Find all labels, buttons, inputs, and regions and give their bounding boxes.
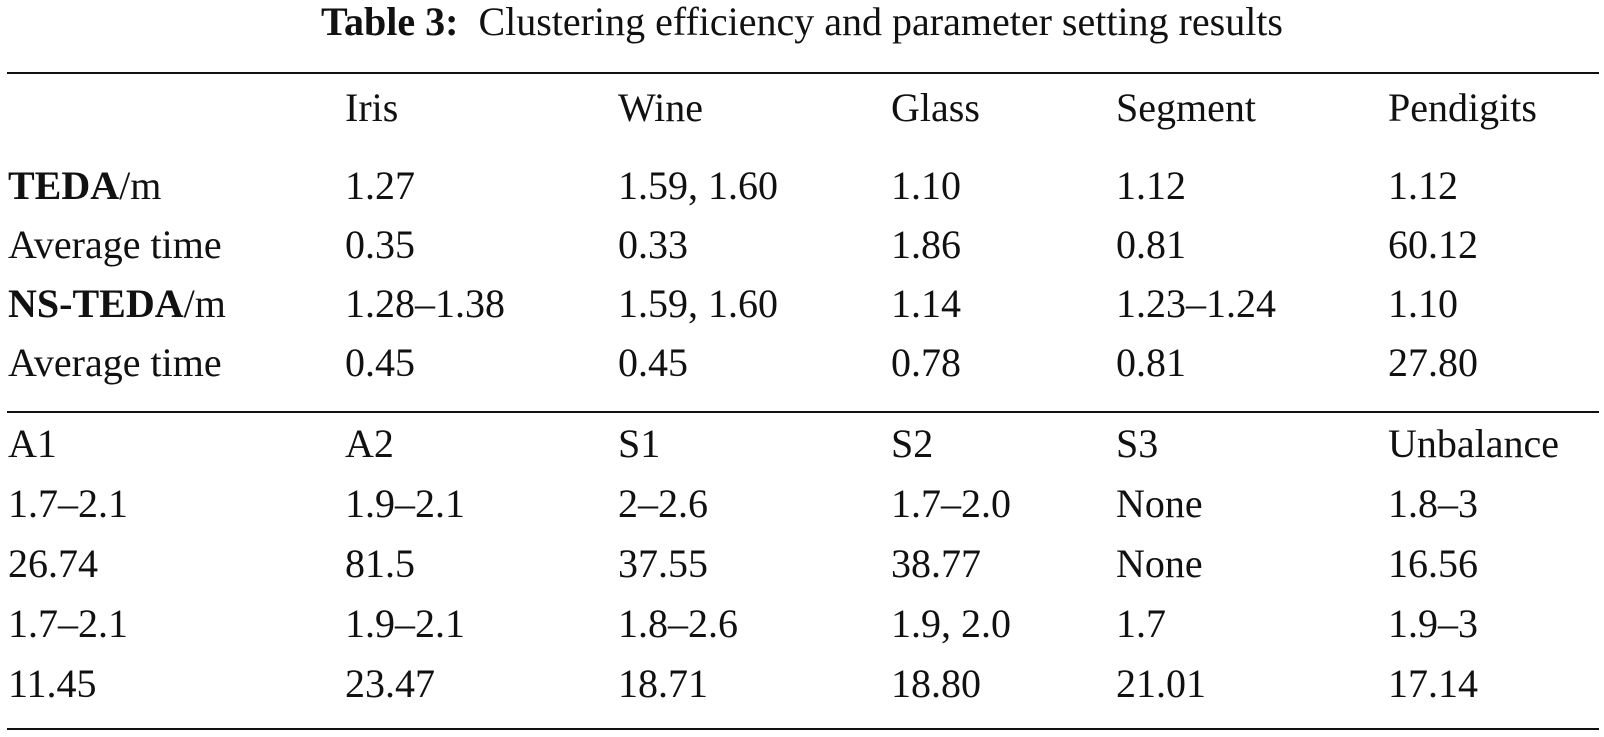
table-cell: 18.80 [891,661,981,706]
table-cell: 18.71 [618,661,708,706]
header-row-synthetic-datasets: A1 A2 S1 S2 S3 Unbalance [0,414,1604,474]
table-cell: 1.23–1.24 [1116,281,1276,326]
row-label: TEDA/m [8,156,161,216]
table-cell: 1.59, 1.60 [618,163,778,208]
table-cell: 1.12 [1116,163,1186,208]
column-header: Wine [618,85,704,130]
table-cell: 1.8–3 [1388,481,1478,526]
table-cell: 1.9–2.1 [345,481,465,526]
table-cell: None [1116,541,1203,586]
column-header: Unbalance [1388,421,1560,466]
table-cell: 1.10 [1388,281,1458,326]
table-cell: 0.81 [1116,222,1186,267]
table-cell: 21.01 [1116,661,1206,706]
table-cell: 1.9, 2.0 [891,601,1011,646]
table-cell: None [1116,481,1203,526]
table-cell: 1.9–3 [1388,601,1478,646]
table-cell: 1.8–2.6 [618,601,738,646]
row-label-bold: NS-TEDA [8,281,184,326]
middle-rule [7,411,1599,413]
table-row-average-time: Average time 0.35 0.33 1.86 0.81 60.12 [0,215,1604,275]
column-header: Pendigits [1388,85,1537,130]
column-header: S3 [1116,421,1159,466]
table-row: 1.7–2.1 1.9–2.1 1.8–2.6 1.9, 2.0 1.7 1.9… [0,594,1604,654]
column-header: Segment [1116,85,1256,130]
column-header: Iris [345,85,399,130]
table-cell: 0.45 [618,340,688,385]
column-header: A2 [345,421,394,466]
table-cell: 0.81 [1116,340,1186,385]
table-cell: 1.86 [891,222,961,267]
column-header: S1 [618,421,661,466]
table-cell: 0.78 [891,340,961,385]
table-cell: 27.80 [1388,340,1478,385]
table-cell: 1.14 [891,281,961,326]
table-cell: 38.77 [891,541,981,586]
table-caption: Table 3: Clustering efficiency and param… [0,0,1604,56]
table-cell: 26.74 [8,541,98,586]
table-row-average-time: Average time 0.45 0.45 0.78 0.81 27.80 [0,333,1604,393]
table-cell: 1.7–2.1 [8,481,128,526]
caption-text: Clustering efficiency and parameter sett… [478,0,1283,44]
column-header: S2 [891,421,934,466]
table-cell: 1.7 [1116,601,1166,646]
row-label: Average time [8,222,222,267]
table-cell: 1.12 [1388,163,1458,208]
table-row: 26.74 81.5 37.55 38.77 None 16.56 [0,534,1604,594]
table-cell: 1.59, 1.60 [618,281,778,326]
table-row: 1.7–2.1 1.9–2.1 2–2.6 1.7–2.0 None 1.8–3 [0,474,1604,534]
row-label: Average time [8,340,222,385]
caption-label: Table 3: [320,0,459,44]
table-row-ns-teda-m: NS-TEDA/m 1.28–1.38 1.59, 1.60 1.14 1.23… [0,274,1604,334]
table-cell: 1.27 [345,163,415,208]
row-label-suffix: /m [119,163,162,208]
table-cell: 0.33 [618,222,688,267]
header-row-datasets: Iris Wine Glass Segment Pendigits [0,78,1604,138]
top-rule [7,72,1599,74]
table-cell: 81.5 [345,541,415,586]
table-cell: 1.7–2.1 [8,601,128,646]
table-cell: 23.47 [345,661,435,706]
table-cell: 17.14 [1388,661,1478,706]
table-cell: 37.55 [618,541,708,586]
table-cell: 16.56 [1388,541,1478,586]
table-row-teda-m: TEDA/m 1.27 1.59, 1.60 1.10 1.12 1.12 [0,156,1604,216]
row-label: NS-TEDA/m [8,274,226,334]
table-row: 11.45 23.47 18.71 18.80 21.01 17.14 [0,654,1604,714]
table-cell: 1.7–2.0 [891,481,1011,526]
table-cell: 2–2.6 [618,481,708,526]
row-label-bold: TEDA [8,163,120,208]
row-label-suffix: /m [183,281,226,326]
table-cell: 1.10 [891,163,961,208]
table-cell: 0.45 [345,340,415,385]
table-cell: 1.28–1.38 [345,281,505,326]
table-cell: 1.9–2.1 [345,601,465,646]
column-header: Glass [891,85,980,130]
column-header: A1 [8,421,57,466]
bottom-rule [7,728,1599,730]
table-cell: 0.35 [345,222,415,267]
table-cell: 11.45 [8,661,97,706]
table-cell: 60.12 [1388,222,1478,267]
